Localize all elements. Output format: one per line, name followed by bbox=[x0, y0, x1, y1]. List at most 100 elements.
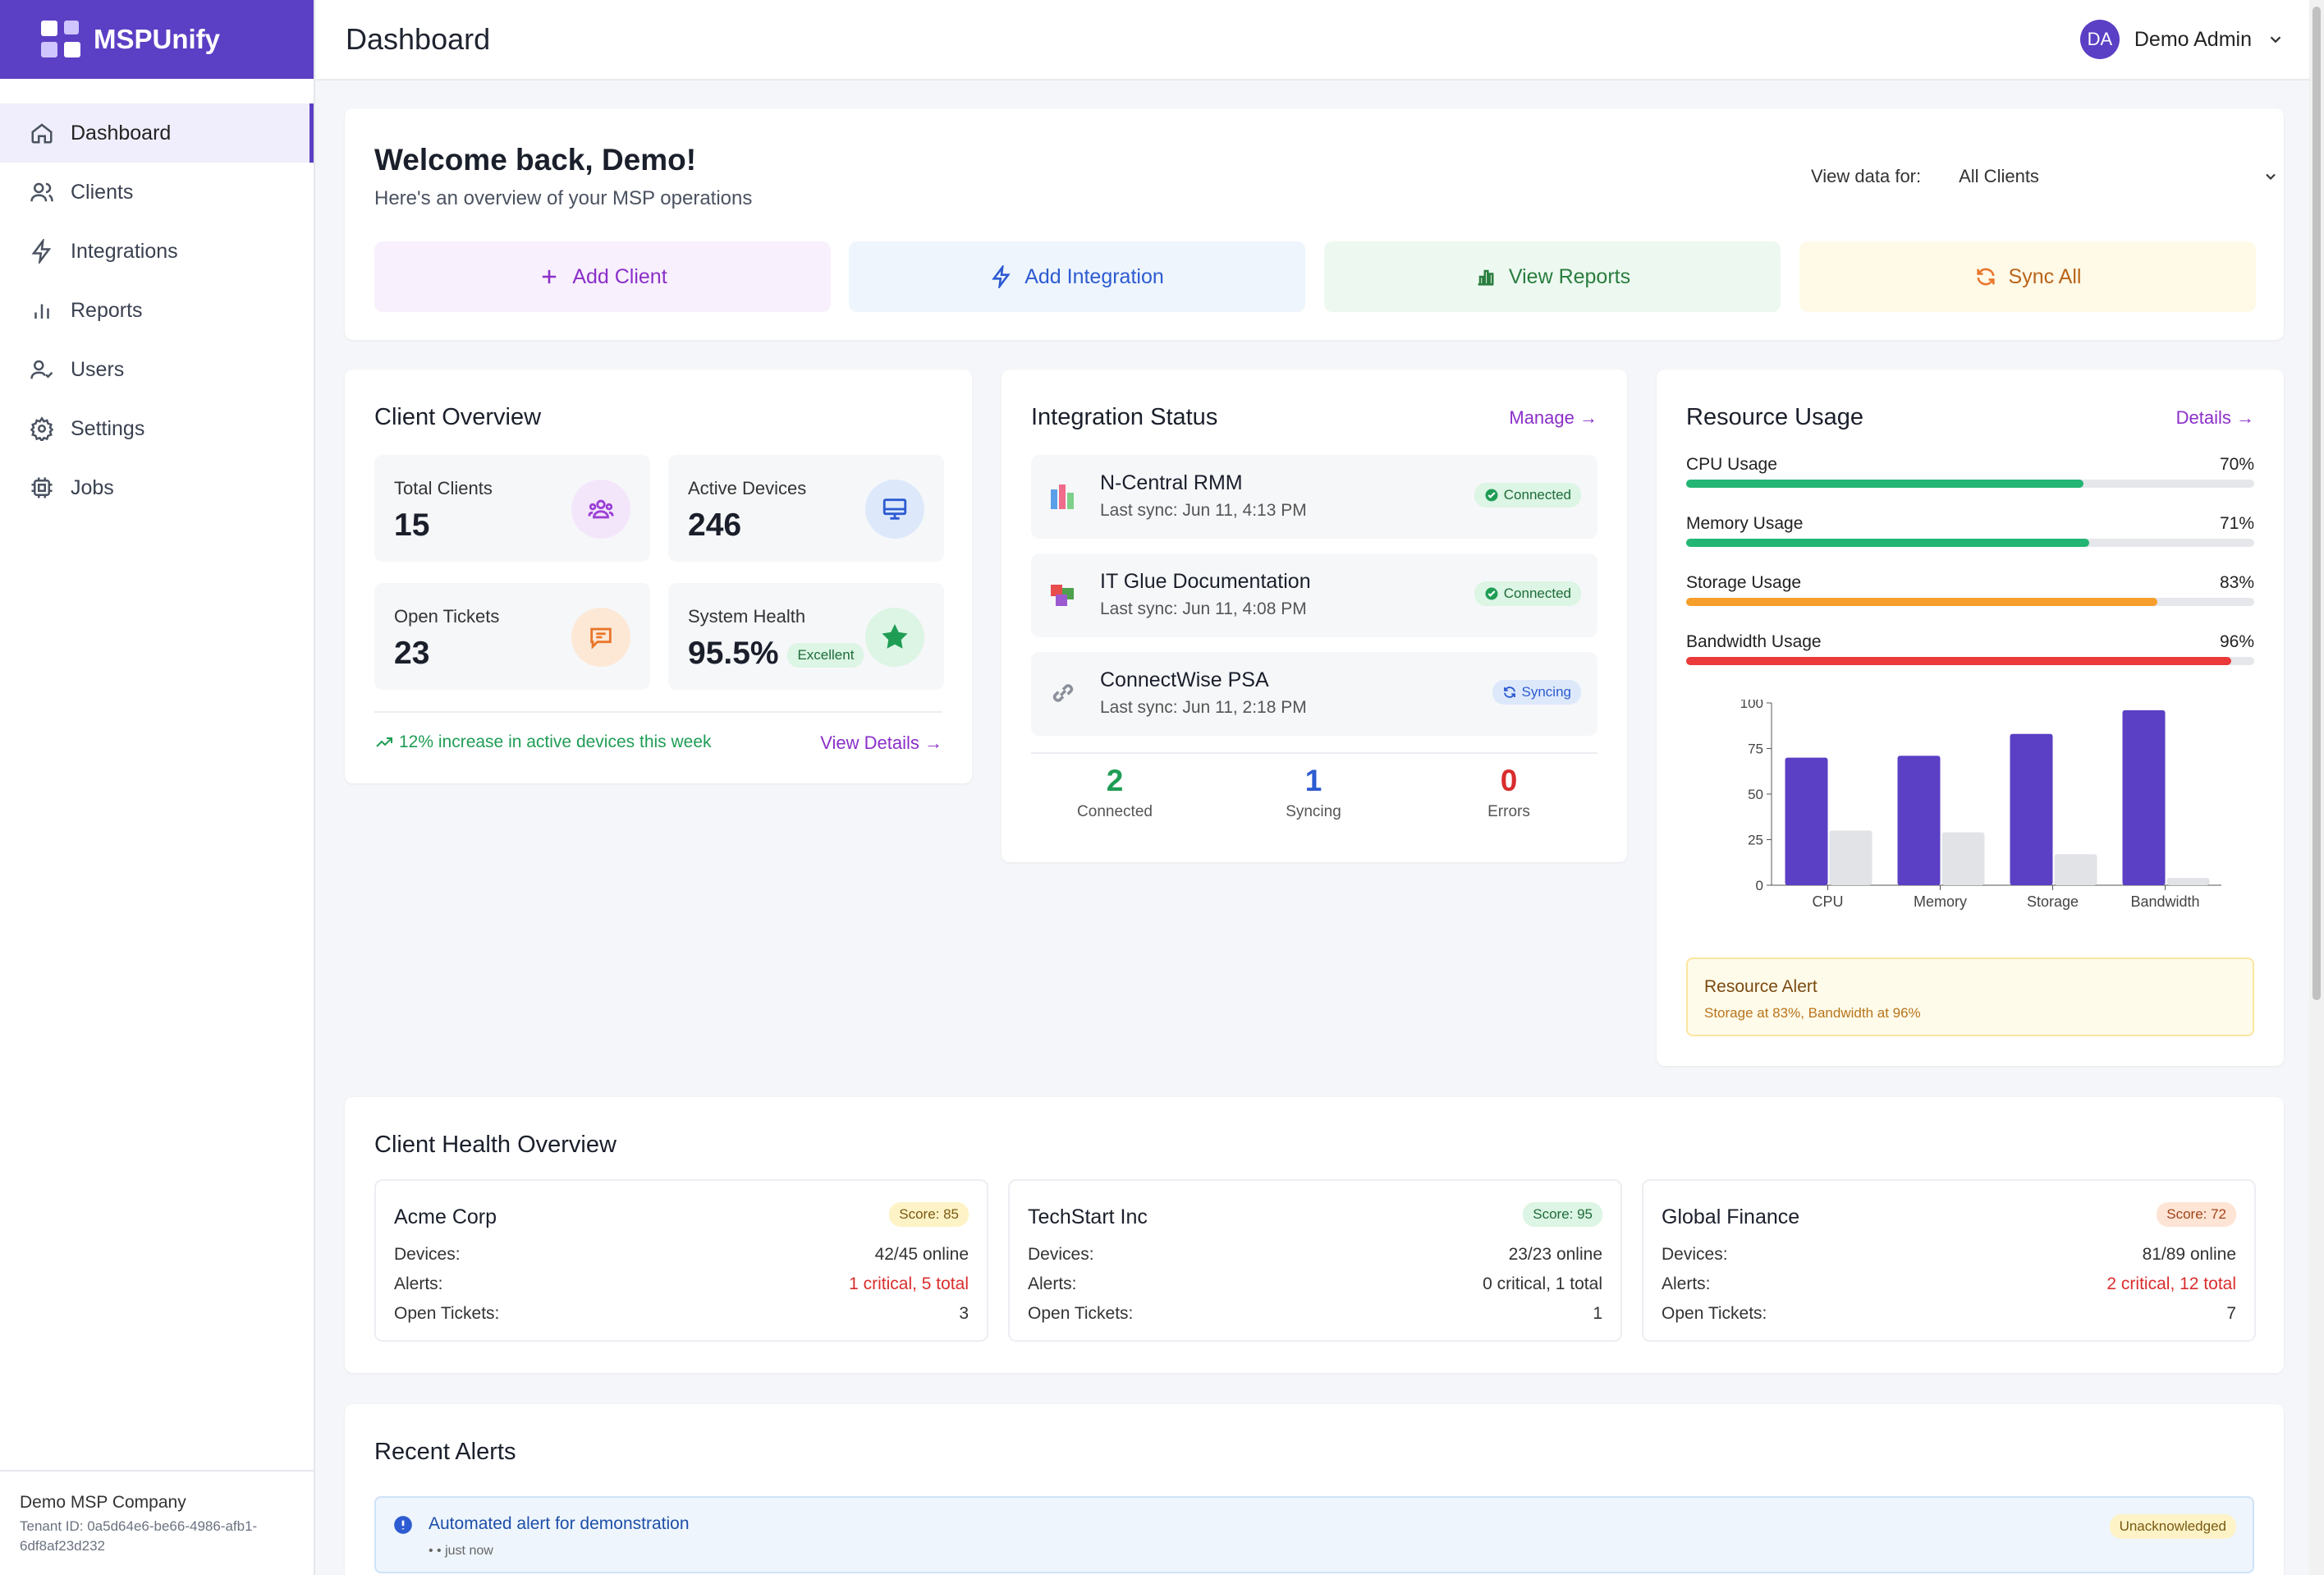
integration-item[interactable]: ConnectWise PSA Last sync: Jun 11, 2:18 … bbox=[1031, 652, 1597, 736]
connected-count: 2 Connected bbox=[1077, 764, 1153, 820]
stat-value: 23 bbox=[394, 636, 430, 671]
client-health-card: Client Health Overview Acme Corp Score: … bbox=[345, 1097, 2284, 1373]
client-name: Global Finance bbox=[1662, 1205, 1800, 1228]
trend-text: 12% increase in active devices this week bbox=[374, 732, 712, 752]
view-reports-button[interactable]: View Reports bbox=[1324, 241, 1781, 312]
add-client-button[interactable]: Add Client bbox=[374, 241, 831, 312]
progress-bar bbox=[1686, 480, 2254, 488]
top-bar: Dashboard DA Demo Admin bbox=[316, 0, 2324, 80]
resource-chart: 0 25 50 75 100 CPU Memory Storage Bandwidth bbox=[1740, 700, 2221, 910]
syncing-count: 1 Syncing bbox=[1286, 764, 1341, 820]
add-integration-label: Add Integration bbox=[1024, 264, 1164, 288]
stat-value: 15 bbox=[394, 507, 430, 543]
sidebar-nav: Dashboard Clients Integrations Reports U… bbox=[0, 103, 314, 517]
add-client-label: Add Client bbox=[572, 264, 667, 288]
app-logo[interactable]: MSPUnify bbox=[0, 0, 314, 79]
health-badge: Excellent bbox=[787, 642, 864, 668]
chart-bar-cpu bbox=[1829, 830, 1872, 885]
chart-bar-bandwidth bbox=[2166, 878, 2210, 885]
lightning-icon bbox=[31, 239, 52, 264]
client-health-item[interactable]: TechStart Inc Score: 95 Devices: 23/23 on… bbox=[1008, 1179, 1622, 1342]
alerts-row: Alerts: 0 critical, 1 total bbox=[1028, 1274, 1602, 1293]
sidebar-item-label: Dashboard bbox=[71, 121, 172, 145]
sync-all-label: Sync All bbox=[2008, 264, 2082, 288]
integration-item[interactable]: N-Central RMM Last sync: Jun 11, 4:13 PM… bbox=[1031, 455, 1597, 539]
manage-link[interactable]: Manage → bbox=[1509, 407, 1597, 428]
resource-bar-storage-usage: Storage Usage 83% bbox=[1686, 573, 2254, 606]
details-link[interactable]: Details → bbox=[2175, 407, 2254, 428]
stat-label: Open Tickets bbox=[394, 606, 500, 627]
alert-status-badge: Unacknowledged bbox=[2109, 1514, 2236, 1539]
tickets-row: Open Tickets: 7 bbox=[1662, 1304, 2236, 1323]
users-icon bbox=[30, 182, 53, 202]
app-name: MSPUnify bbox=[94, 24, 221, 54]
y-tick-label: 0 bbox=[1756, 878, 1763, 893]
sidebar-item-clients[interactable]: Clients bbox=[0, 163, 314, 222]
sidebar-item-integrations[interactable]: Integrations bbox=[0, 222, 314, 281]
gear-icon bbox=[30, 416, 54, 441]
trending-up-icon bbox=[376, 737, 392, 747]
sidebar-item-label: Clients bbox=[71, 180, 134, 204]
open-tickets-stat: Open Tickets 23 bbox=[374, 583, 650, 690]
client-select[interactable]: All Clients bbox=[1959, 166, 2279, 187]
sidebar-item-jobs[interactable]: Jobs bbox=[0, 458, 314, 517]
system-health-stat: System Health 95.5% Excellent bbox=[668, 583, 944, 690]
x-tick-label: Bandwidth bbox=[2130, 893, 2199, 910]
errors-count: 0 Errors bbox=[1487, 764, 1530, 820]
stat-value: 95.5% Excellent bbox=[688, 636, 864, 672]
refresh-icon bbox=[1503, 686, 1515, 698]
sidebar-item-label: Users bbox=[71, 357, 125, 381]
progress-fill bbox=[1686, 598, 2158, 606]
user-menu[interactable]: DA Demo Admin bbox=[2079, 20, 2285, 59]
alert-meta: • • just now bbox=[429, 1544, 493, 1558]
view-data-filter: View data for: All Clients bbox=[1811, 166, 2279, 187]
view-details-link[interactable]: View Details → bbox=[820, 732, 942, 753]
chart-bar-cpu bbox=[1785, 757, 1828, 885]
resource-bar-cpu-usage: CPU Usage 70% bbox=[1686, 455, 2254, 488]
chart-bar-memory bbox=[1941, 832, 1985, 885]
y-tick-label: 100 bbox=[1740, 700, 1763, 711]
client-health-item[interactable]: Acme Corp Score: 85 Devices: 42/45 online… bbox=[374, 1179, 988, 1342]
itglue-logo-icon bbox=[1051, 585, 1074, 606]
sidebar-item-dashboard[interactable]: Dashboard bbox=[0, 103, 314, 163]
status-badge: Connected bbox=[1474, 581, 1581, 606]
client-name: Acme Corp bbox=[394, 1205, 497, 1228]
progress-bar bbox=[1686, 539, 2254, 547]
integration-name: N-Central RMM bbox=[1100, 471, 1243, 494]
resource-label: Storage Usage bbox=[1686, 573, 1802, 592]
view-data-label: View data for: bbox=[1811, 166, 1922, 186]
sidebar-item-reports[interactable]: Reports bbox=[0, 281, 314, 340]
integration-name: ConnectWise PSA bbox=[1100, 668, 1269, 691]
resource-percent: 71% bbox=[2219, 514, 2254, 533]
resource-bar-memory-usage: Memory Usage 71% bbox=[1686, 514, 2254, 547]
integration-status-card: Integration Status Manage → N-Central RM… bbox=[1002, 370, 1627, 862]
sidebar-item-label: Integrations bbox=[71, 239, 178, 263]
scrollbar[interactable] bbox=[2309, 0, 2324, 1575]
integration-item[interactable]: IT Glue Documentation Last sync: Jun 11,… bbox=[1031, 553, 1597, 637]
tenant-company: Demo MSP Company bbox=[20, 1493, 186, 1512]
cpu-icon bbox=[31, 477, 53, 498]
scrollbar-thumb[interactable] bbox=[2313, 7, 2321, 1000]
user-name: Demo Admin bbox=[2134, 27, 2252, 51]
client-health-item[interactable]: Global Finance Score: 72 Devices: 81/89 o… bbox=[1642, 1179, 2256, 1342]
tickets-row: Open Tickets: 3 bbox=[394, 1304, 969, 1323]
check-circle-icon bbox=[1485, 587, 1498, 600]
chat-icon bbox=[571, 608, 630, 667]
sidebar-item-users[interactable]: Users bbox=[0, 340, 314, 399]
alert-item[interactable]: Automated alert for demonstration • • ju… bbox=[374, 1496, 2254, 1573]
logo-icon bbox=[41, 21, 82, 58]
progress-fill bbox=[1686, 657, 2232, 665]
alerts-row: Alerts: 2 critical, 12 total bbox=[1662, 1274, 2236, 1293]
resource-percent: 96% bbox=[2219, 632, 2254, 651]
check-circle-icon bbox=[1485, 489, 1498, 502]
sidebar-item-settings[interactable]: Settings bbox=[0, 399, 314, 458]
resource-alert-title: Resource Alert bbox=[1704, 977, 1817, 996]
bar-chart-icon bbox=[34, 304, 49, 319]
bar-chart-icon bbox=[1478, 269, 1494, 286]
monitor-icon bbox=[865, 480, 924, 539]
add-integration-button[interactable]: Add Integration bbox=[849, 241, 1305, 312]
welcome-subtitle: Here's an overview of your MSP operation… bbox=[374, 187, 753, 209]
user-check-icon bbox=[30, 360, 53, 379]
sync-all-button[interactable]: Sync All bbox=[1799, 241, 2256, 312]
recent-alerts-card: Recent Alerts Automated alert for demons… bbox=[345, 1404, 2284, 1575]
